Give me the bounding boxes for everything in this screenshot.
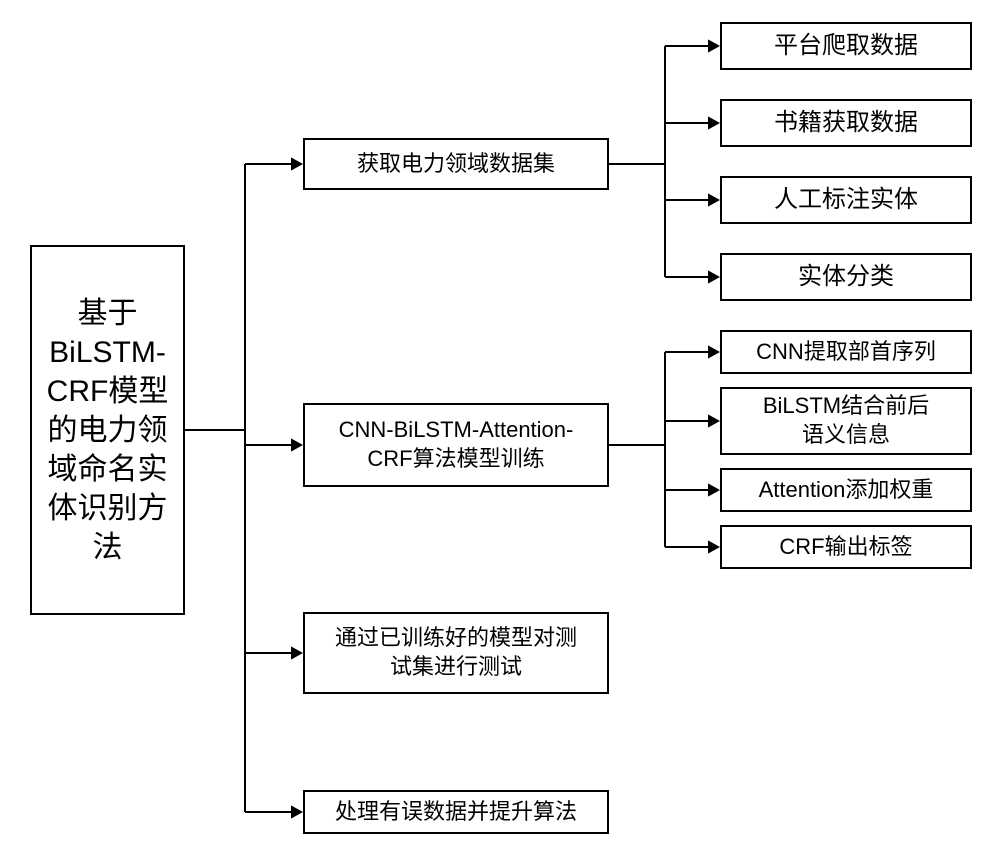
level2-g2-node-2: Attention添加权重 [720,468,972,512]
level2-g2-node-1: BiLSTM结合前后 语义信息 [720,387,972,455]
level1-node-0: 获取电力领域数据集 [303,138,609,190]
level2-g2-node-0: CNN提取部首序列 [720,330,972,374]
level1-node-1: CNN-BiLSTM-Attention- CRF算法模型训练 [303,403,609,487]
level2-g1-node-2: 人工标注实体 [720,176,972,224]
level2-g1-node-0: 平台爬取数据 [720,22,972,70]
level1-node-2: 通过已训练好的模型对测 试集进行测试 [303,612,609,694]
level2-g1-node-3: 实体分类 [720,253,972,301]
level2-g2-node-3: CRF输出标签 [720,525,972,569]
level2-g1-node-1: 书籍获取数据 [720,99,972,147]
root-node: 基于 BiLSTM- CRF模型 的电力领 域命名实 体识别方 法 [30,245,185,615]
level1-node-3: 处理有误数据并提升算法 [303,790,609,834]
